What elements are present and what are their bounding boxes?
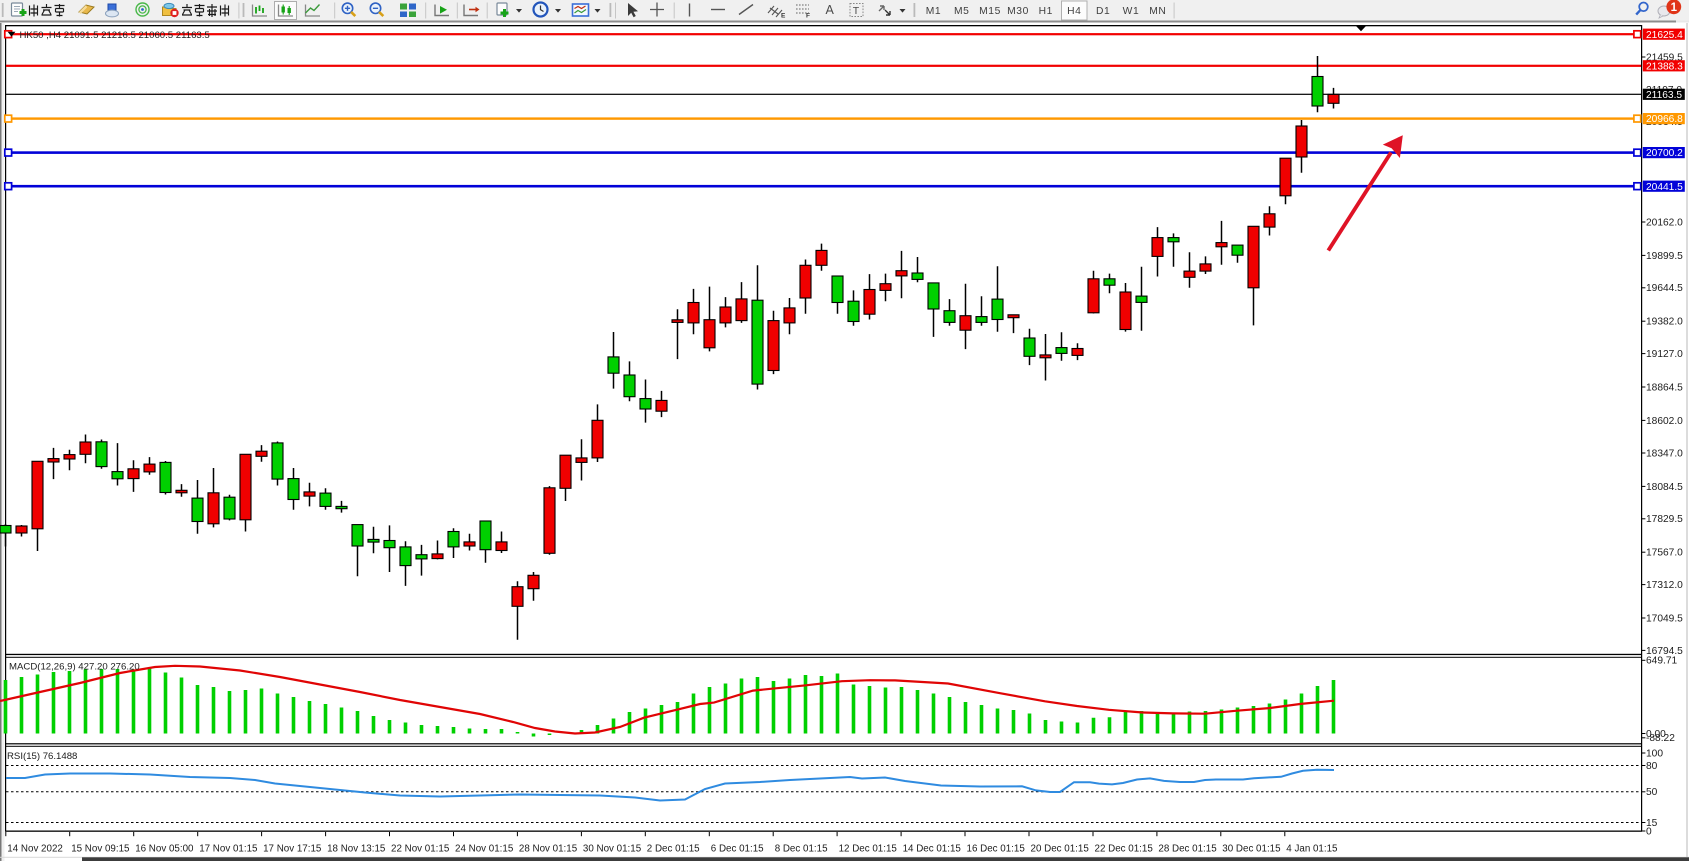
svg-text:18602.0: 18602.0 — [1646, 416, 1683, 427]
svg-text:30 Dec 01:15: 30 Dec 01:15 — [1222, 844, 1281, 855]
svg-text:20441.5: 20441.5 — [1646, 182, 1683, 193]
svg-text:HK50 ,H4 21091.5 21216.5 2106: HK50 ,H4 21091.5 21216.5 21060.5 21163.5 — [20, 30, 210, 41]
svg-text:18084.5: 18084.5 — [1646, 482, 1683, 493]
svg-text:-88.22: -88.22 — [1646, 733, 1675, 744]
svg-text:M5: M5 — [954, 6, 970, 17]
svg-text:D1: D1 — [1096, 6, 1110, 17]
svg-text:H1: H1 — [1039, 6, 1053, 17]
svg-text:0: 0 — [1646, 826, 1652, 837]
svg-text:17312.0: 17312.0 — [1646, 580, 1683, 591]
svg-text:21163.5: 21163.5 — [1646, 90, 1682, 101]
svg-text:MN: MN — [1149, 6, 1166, 17]
svg-text:18 Nov 13:15: 18 Nov 13:15 — [327, 844, 386, 855]
svg-text:F: F — [806, 13, 810, 20]
svg-text:28 Dec 01:15: 28 Dec 01:15 — [1158, 844, 1217, 855]
svg-text:M1: M1 — [926, 6, 942, 17]
svg-text:80: 80 — [1646, 761, 1658, 772]
svg-text:22 Dec 01:15: 22 Dec 01:15 — [1095, 844, 1154, 855]
svg-text:17 Nov 01:15: 17 Nov 01:15 — [199, 844, 258, 855]
svg-text:22 Nov 01:15: 22 Nov 01:15 — [391, 844, 450, 855]
svg-text:12 Dec 01:15: 12 Dec 01:15 — [839, 844, 898, 855]
svg-text:14 Nov 2022: 14 Nov 2022 — [7, 844, 63, 855]
svg-text:17 Nov 17:15: 17 Nov 17:15 — [263, 844, 322, 855]
svg-text:16 Nov 05:00: 16 Nov 05:00 — [135, 844, 194, 855]
svg-text:18864.5: 18864.5 — [1646, 382, 1683, 393]
svg-text:17829.5: 17829.5 — [1646, 514, 1683, 525]
svg-text:15 Nov 09:15: 15 Nov 09:15 — [71, 844, 130, 855]
svg-text:14 Dec 01:15: 14 Dec 01:15 — [903, 844, 962, 855]
svg-text:2 Dec 01:15: 2 Dec 01:15 — [647, 844, 700, 855]
svg-text:T: T — [853, 5, 860, 17]
svg-text:19899.5: 19899.5 — [1646, 251, 1683, 262]
svg-text:H4: H4 — [1067, 6, 1081, 17]
svg-text:21459.5: 21459.5 — [1646, 52, 1683, 63]
svg-text:18347.0: 18347.0 — [1646, 448, 1683, 459]
svg-text:M15: M15 — [979, 6, 1001, 17]
svg-text:16 Dec 01:15: 16 Dec 01:15 — [967, 844, 1026, 855]
svg-text:649.71: 649.71 — [1646, 656, 1677, 667]
svg-text:A: A — [826, 3, 835, 17]
svg-text:RSI(15) 76.1488: RSI(15) 76.1488 — [7, 751, 77, 762]
svg-text:21625.4: 21625.4 — [1646, 30, 1683, 41]
svg-text:8 Dec 01:15: 8 Dec 01:15 — [775, 844, 828, 855]
svg-text:21388.3: 21388.3 — [1646, 61, 1683, 72]
svg-text:E: E — [781, 13, 786, 20]
svg-text:6 Dec 01:15: 6 Dec 01:15 — [711, 844, 764, 855]
svg-text:19127.0: 19127.0 — [1646, 349, 1683, 360]
svg-text:1: 1 — [1671, 2, 1678, 14]
svg-text:20 Dec 01:15: 20 Dec 01:15 — [1031, 844, 1090, 855]
svg-text:16794.5: 16794.5 — [1646, 646, 1683, 657]
svg-text:30 Nov 01:15: 30 Nov 01:15 — [583, 844, 642, 855]
svg-text:W1: W1 — [1123, 6, 1140, 17]
svg-text:20966.8: 20966.8 — [1646, 114, 1683, 125]
svg-text:28 Nov 01:15: 28 Nov 01:15 — [519, 844, 578, 855]
svg-text:17049.5: 17049.5 — [1646, 613, 1683, 624]
svg-text:50: 50 — [1646, 787, 1658, 798]
svg-text:M30: M30 — [1007, 6, 1029, 17]
svg-text:19382.0: 19382.0 — [1646, 317, 1683, 328]
svg-text:0.00: 0.00 — [1646, 729, 1666, 740]
svg-text:17567.0: 17567.0 — [1646, 548, 1683, 559]
svg-text:19644.5: 19644.5 — [1646, 283, 1683, 294]
svg-text:100: 100 — [1646, 748, 1663, 759]
svg-text:24 Nov 01:15: 24 Nov 01:15 — [455, 844, 514, 855]
svg-text:15: 15 — [1646, 818, 1658, 829]
svg-text:20162.0: 20162.0 — [1646, 217, 1683, 228]
svg-text:4 Jan 01:15: 4 Jan 01:15 — [1286, 844, 1338, 855]
svg-text:20700.2: 20700.2 — [1646, 148, 1683, 159]
svg-text:MACD(12,26,9) 427.20 276.20: MACD(12,26,9) 427.20 276.20 — [9, 662, 140, 673]
